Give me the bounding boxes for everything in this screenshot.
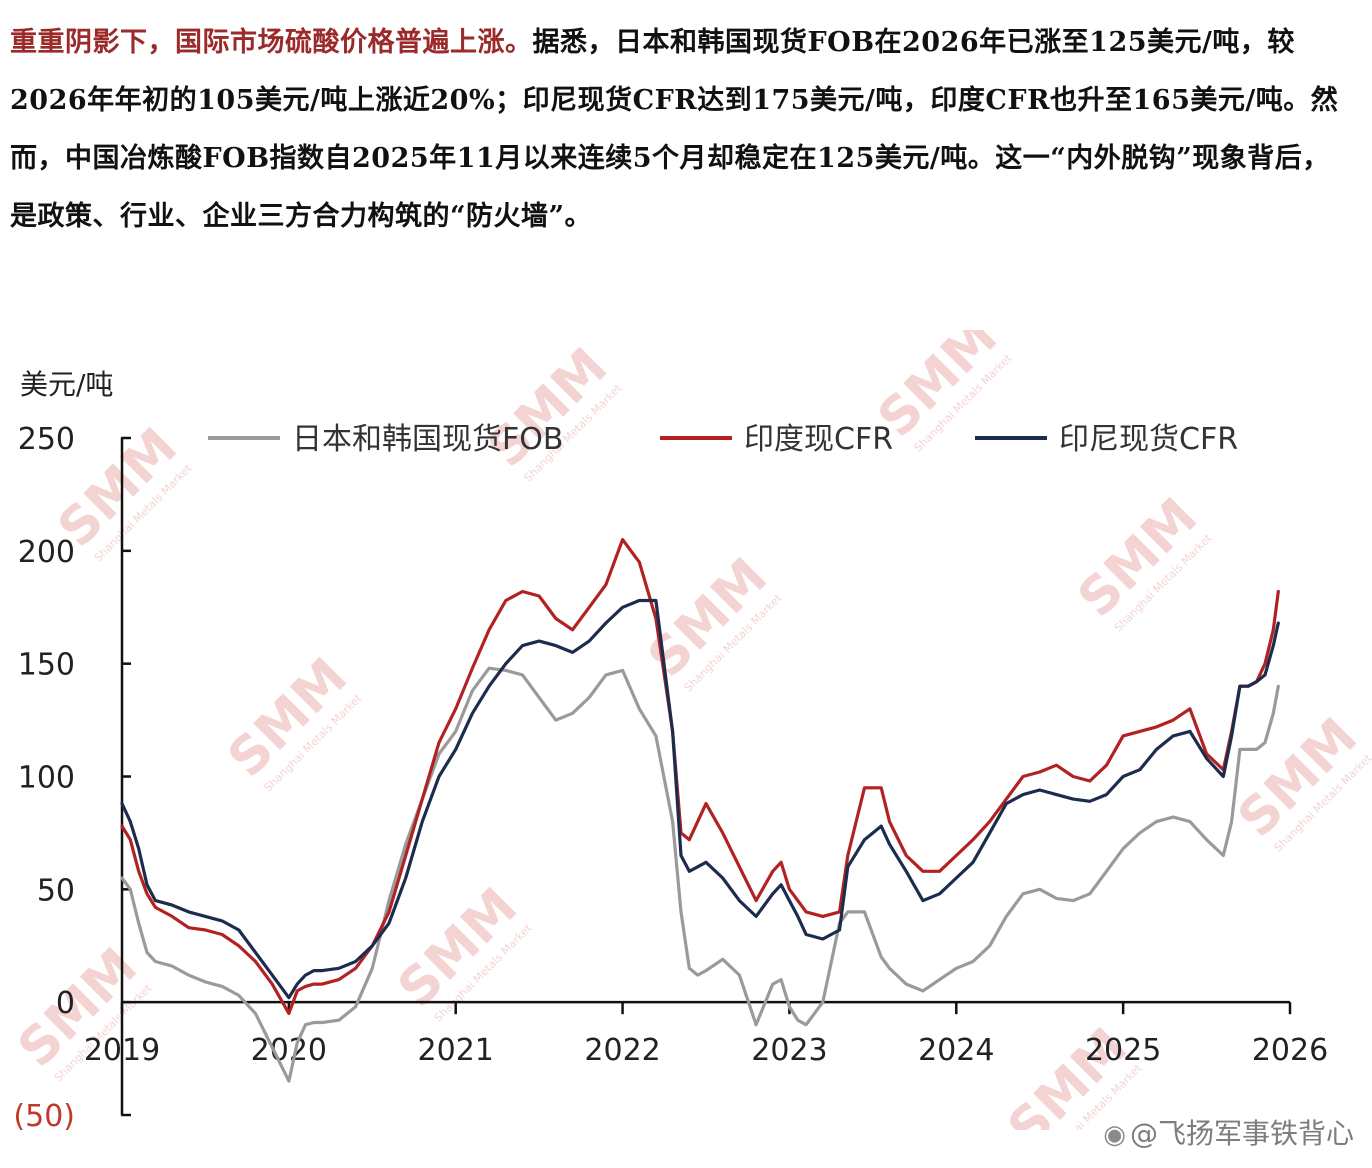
y-tick-label: 150 bbox=[18, 648, 75, 683]
y-tick-label: 200 bbox=[18, 535, 75, 570]
y-axis-label: 美元/吨 bbox=[20, 368, 113, 401]
article-lead: 重重阴影下，国际市场硫酸价格普遍上涨。 bbox=[10, 27, 533, 58]
credit-text: @飞扬军事铁背心 bbox=[1129, 1117, 1354, 1150]
credit-watermark: ◉ @飞扬军事铁背心 bbox=[1103, 1112, 1354, 1152]
x-tick-label: 2021 bbox=[418, 1033, 494, 1068]
x-tick-label: 2020 bbox=[251, 1033, 327, 1068]
x-tick-label: 2026 bbox=[1252, 1033, 1328, 1068]
series-line-3 bbox=[120, 598, 1280, 1000]
y-tick-label: 0 bbox=[56, 986, 75, 1021]
legend-label-2: 印度现CFR bbox=[744, 422, 893, 457]
y-tick-label: 100 bbox=[18, 761, 75, 796]
y-tick-label: (50) bbox=[13, 1099, 75, 1130]
y-tick-label: 50 bbox=[37, 873, 75, 908]
chart-legend: 日本和韩国现货FOB 印度现CFR 印尼现货CFR bbox=[208, 422, 1238, 457]
series-line-2 bbox=[120, 538, 1280, 1016]
x-tick-label: 2024 bbox=[918, 1033, 994, 1068]
x-tick-label: 2022 bbox=[584, 1033, 660, 1068]
y-tick-label: 250 bbox=[18, 422, 75, 457]
legend-label-3: 印尼现货CFR bbox=[1059, 422, 1238, 457]
chart-axes: (50) 0 50 100 150 200 250 美元/吨 2019 2020 2021 2022 2… bbox=[13, 368, 1328, 1130]
weibo-icon: ◉ bbox=[1103, 1120, 1126, 1150]
x-tick-label: 2019 bbox=[84, 1033, 160, 1068]
article-paragraph: 重重阴影下，国际市场硫酸价格普遍上涨。据悉，日本和韩国现货FOB在2026年已涨… bbox=[10, 14, 1350, 246]
article-body: 据悉，日本和韩国现货FOB在2026年已涨至125美元/吨，较2026年年初的1… bbox=[10, 27, 1339, 232]
chart-series bbox=[120, 538, 1280, 1083]
series-line-1 bbox=[120, 666, 1280, 1083]
x-tick-label: 2023 bbox=[751, 1033, 827, 1068]
x-tick-label: 2025 bbox=[1085, 1033, 1161, 1068]
legend-label-1: 日本和韩国现货FOB bbox=[292, 422, 563, 457]
